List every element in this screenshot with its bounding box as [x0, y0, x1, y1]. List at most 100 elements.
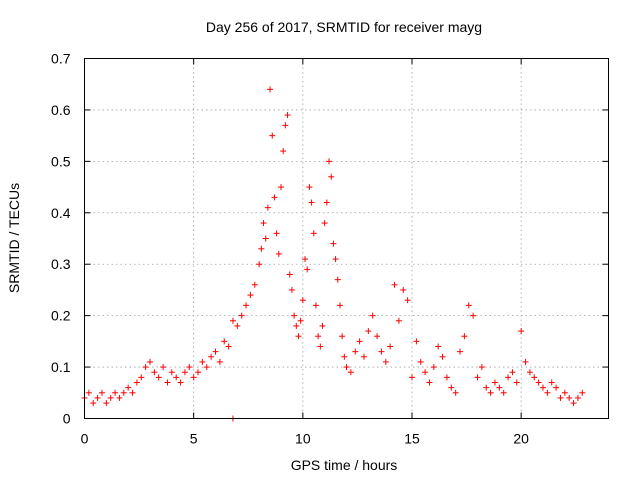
data-point [203, 364, 210, 371]
data-point [347, 369, 354, 376]
data-point [465, 302, 472, 309]
data-point [295, 333, 302, 340]
data-point [282, 122, 289, 129]
data-point [378, 348, 385, 355]
data-point [457, 348, 464, 355]
data-point [151, 369, 158, 376]
data-point [404, 297, 411, 304]
data-point [491, 379, 498, 386]
data-point [548, 379, 555, 386]
data-point [264, 204, 271, 211]
data-point [308, 199, 315, 206]
data-point [540, 384, 546, 391]
data-point [247, 292, 254, 299]
x-tick-label: 20 [513, 431, 529, 447]
data-point [164, 379, 171, 386]
y-tick-label: 0.4 [51, 205, 71, 221]
data-point [417, 358, 424, 365]
data-point [336, 302, 343, 309]
data-point [339, 333, 346, 340]
data-point [526, 369, 533, 376]
y-tick-label: 0 [63, 411, 71, 427]
data-points [81, 86, 586, 422]
y-tick-label: 0.5 [51, 153, 71, 169]
data-point [496, 384, 503, 391]
data-point [483, 384, 490, 391]
data-point [352, 348, 359, 355]
data-point [426, 379, 433, 386]
data-point [138, 374, 145, 381]
data-point [452, 389, 459, 396]
data-point [369, 312, 376, 319]
data-point [297, 317, 304, 324]
data-point [177, 379, 184, 386]
data-point [395, 317, 402, 324]
data-point [160, 364, 167, 371]
data-point [103, 400, 110, 407]
y-tick-label: 0.1 [51, 359, 71, 375]
data-point [522, 358, 529, 365]
data-point [291, 312, 298, 319]
data-point [330, 240, 337, 247]
data-point [413, 338, 420, 345]
data-point [382, 358, 389, 365]
data-point [225, 343, 232, 350]
x-tick-labels: 0 5 10 15 20 [81, 431, 530, 447]
data-point [505, 374, 512, 381]
data-point [400, 286, 407, 293]
data-point [312, 302, 319, 309]
x-tick-label: 10 [295, 431, 311, 447]
data-point [470, 312, 477, 319]
data-point [229, 317, 236, 324]
data-point [186, 364, 193, 371]
data-point [302, 256, 309, 263]
data-point [278, 184, 284, 191]
data-point [328, 173, 335, 180]
data-point [273, 230, 280, 237]
data-point [570, 400, 577, 407]
data-point [221, 338, 228, 345]
data-point [90, 400, 97, 407]
data-point [326, 158, 333, 165]
data-point [98, 389, 105, 396]
y-axis-label: SRMTID / TECUs [6, 183, 22, 293]
data-point [181, 369, 188, 376]
data-point [280, 148, 287, 155]
y-tick-label: 0.6 [51, 102, 71, 118]
data-point [387, 343, 394, 350]
data-point [487, 389, 494, 396]
x-axis-label: GPS time / hours [291, 457, 398, 473]
data-point [315, 333, 322, 340]
data-point [553, 384, 560, 391]
data-point [304, 266, 311, 273]
data-point [443, 374, 450, 381]
data-point [478, 364, 485, 371]
data-point [518, 328, 525, 335]
data-point [574, 394, 581, 401]
data-point [310, 230, 317, 237]
data-point [579, 389, 586, 396]
x-tick-label: 0 [81, 431, 89, 447]
data-point [116, 394, 123, 401]
x-tick-label: 15 [404, 431, 420, 447]
data-point [251, 281, 258, 288]
data-point [173, 374, 180, 381]
data-point [566, 394, 573, 401]
data-point [216, 358, 223, 365]
data-point [439, 353, 446, 360]
data-point [531, 374, 538, 381]
data-point [142, 364, 149, 371]
data-point [334, 276, 341, 283]
data-point [557, 394, 564, 401]
data-point [391, 281, 398, 288]
data-point [85, 389, 92, 396]
data-point [256, 261, 263, 268]
data-point [199, 358, 206, 365]
data-point [133, 379, 140, 386]
data-point [544, 389, 551, 396]
data-point [356, 338, 363, 345]
data-point [500, 389, 507, 396]
data-point [409, 374, 415, 381]
data-point [269, 132, 276, 139]
